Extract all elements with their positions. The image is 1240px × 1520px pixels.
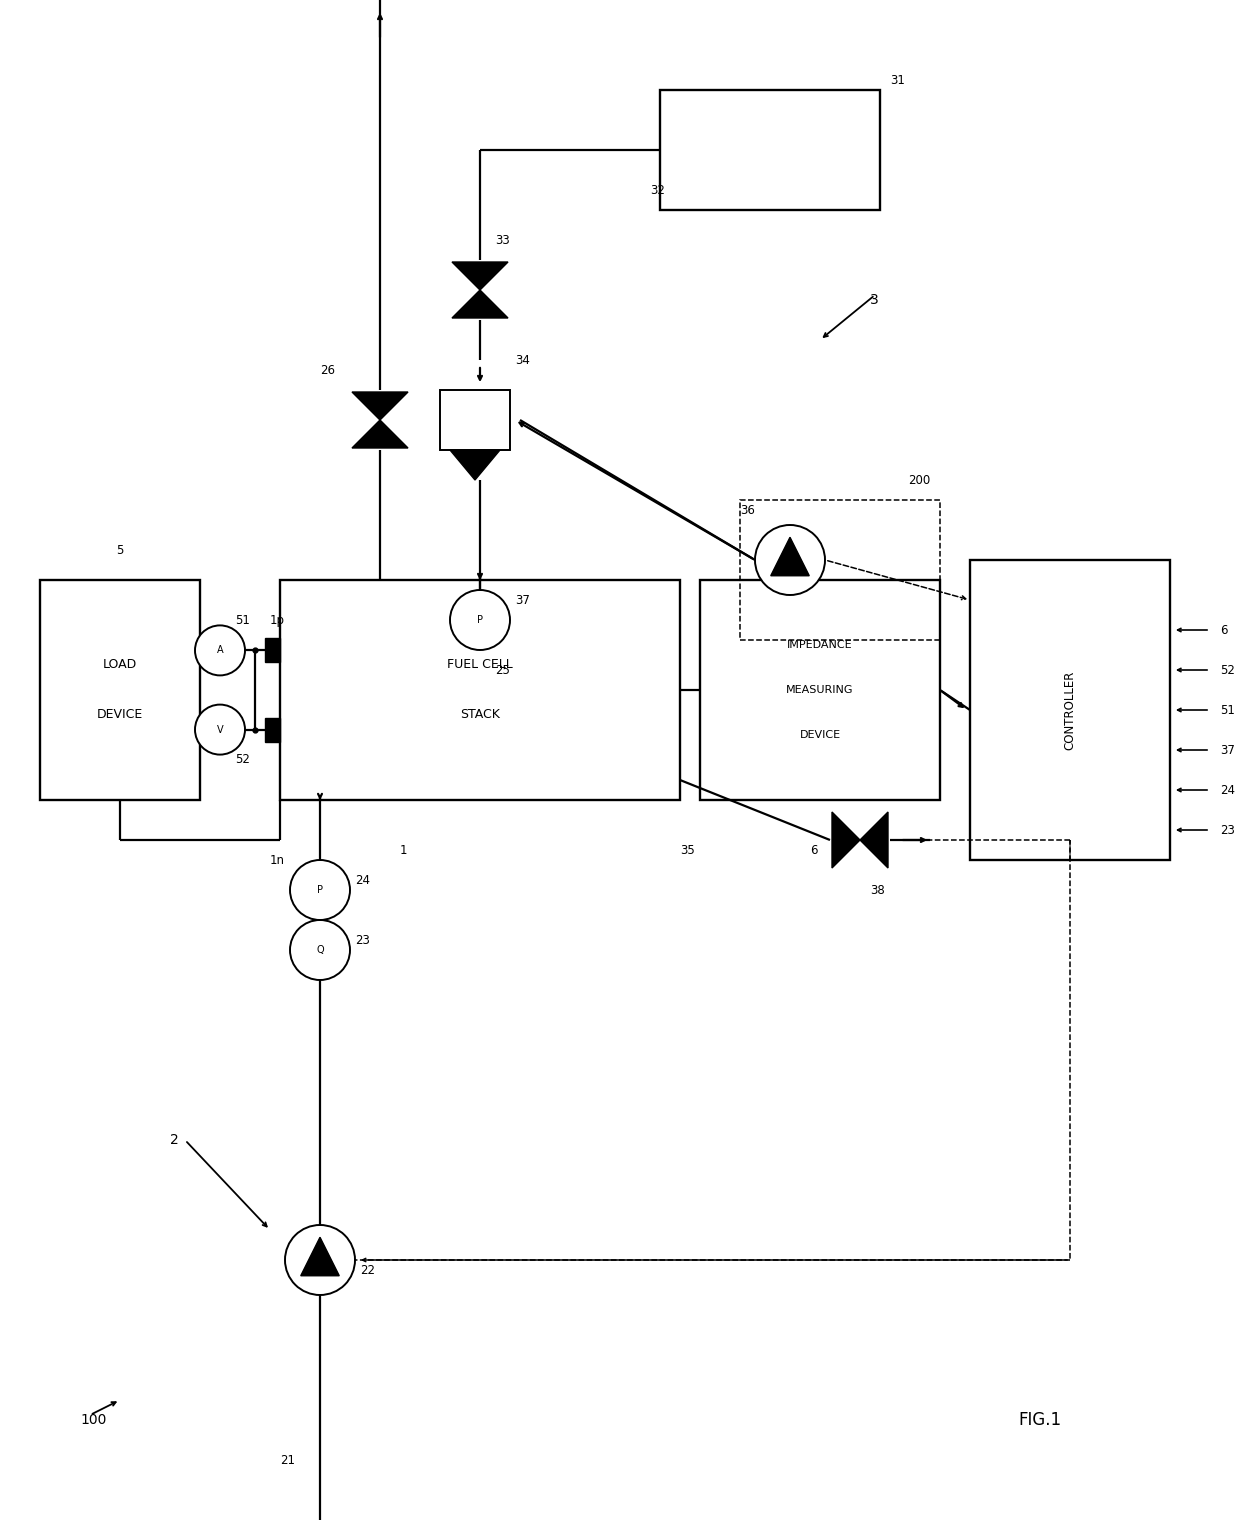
- Text: 3: 3: [870, 293, 879, 307]
- Text: FUEL CELL: FUEL CELL: [448, 658, 513, 672]
- Polygon shape: [450, 450, 500, 480]
- Bar: [740, 500, 940, 640]
- Text: 25: 25: [495, 664, 510, 676]
- Polygon shape: [352, 392, 408, 420]
- Text: 37: 37: [515, 593, 529, 606]
- Circle shape: [285, 1225, 355, 1295]
- Bar: [970, 559, 1171, 860]
- Text: 22: 22: [360, 1263, 374, 1277]
- Bar: [660, 90, 880, 210]
- Text: 37: 37: [1220, 743, 1235, 757]
- Text: 52: 52: [1220, 664, 1235, 676]
- Polygon shape: [861, 812, 888, 868]
- Text: DEVICE: DEVICE: [800, 730, 841, 740]
- Text: 35: 35: [680, 844, 694, 856]
- Text: 5: 5: [117, 544, 124, 556]
- Text: 23: 23: [355, 933, 370, 947]
- Polygon shape: [832, 812, 861, 868]
- Text: 34: 34: [515, 354, 529, 366]
- Circle shape: [195, 705, 246, 754]
- Text: 1: 1: [401, 844, 408, 856]
- Circle shape: [195, 625, 246, 675]
- Circle shape: [755, 524, 825, 594]
- Bar: [440, 391, 510, 450]
- Polygon shape: [453, 261, 508, 290]
- Polygon shape: [352, 420, 408, 448]
- Bar: [701, 581, 940, 800]
- Text: DEVICE: DEVICE: [97, 708, 143, 722]
- Text: 51: 51: [236, 614, 250, 626]
- Polygon shape: [301, 1237, 340, 1275]
- Text: 1p: 1p: [270, 614, 285, 626]
- Text: 2: 2: [170, 1132, 179, 1148]
- Text: V: V: [217, 725, 223, 734]
- Bar: [265, 638, 280, 663]
- Circle shape: [450, 590, 510, 651]
- Text: A: A: [217, 646, 223, 655]
- Polygon shape: [453, 290, 508, 318]
- Bar: [265, 717, 280, 742]
- Circle shape: [290, 920, 350, 980]
- Text: 33: 33: [495, 234, 510, 246]
- Text: 32: 32: [650, 184, 665, 196]
- Bar: [280, 581, 680, 800]
- Text: 51: 51: [1220, 704, 1235, 716]
- Text: 26: 26: [320, 363, 335, 377]
- Text: IMPEDANCE: IMPEDANCE: [787, 640, 853, 651]
- Text: P: P: [317, 885, 322, 895]
- Polygon shape: [771, 537, 810, 576]
- Text: 1n: 1n: [270, 854, 285, 866]
- Text: Q: Q: [316, 945, 324, 955]
- Text: 31: 31: [890, 73, 905, 87]
- Text: P: P: [477, 616, 484, 625]
- Text: 24: 24: [355, 874, 370, 886]
- Text: LOAD: LOAD: [103, 658, 138, 672]
- Text: 6: 6: [1220, 623, 1228, 637]
- Text: 52: 52: [236, 752, 250, 766]
- Bar: [40, 581, 200, 800]
- Text: CONTROLLER: CONTROLLER: [1064, 670, 1076, 749]
- Text: STACK: STACK: [460, 708, 500, 722]
- Text: 6: 6: [810, 844, 817, 856]
- Text: MEASURING: MEASURING: [786, 686, 854, 695]
- Text: 100: 100: [81, 1414, 107, 1427]
- Text: 36: 36: [740, 503, 755, 517]
- Text: 21: 21: [280, 1453, 295, 1467]
- Text: 38: 38: [870, 883, 885, 897]
- Text: 24: 24: [1220, 783, 1235, 796]
- Text: FIG.1: FIG.1: [1018, 1411, 1061, 1429]
- Text: 200: 200: [908, 474, 930, 486]
- Text: 23: 23: [1220, 824, 1235, 836]
- Circle shape: [290, 860, 350, 920]
